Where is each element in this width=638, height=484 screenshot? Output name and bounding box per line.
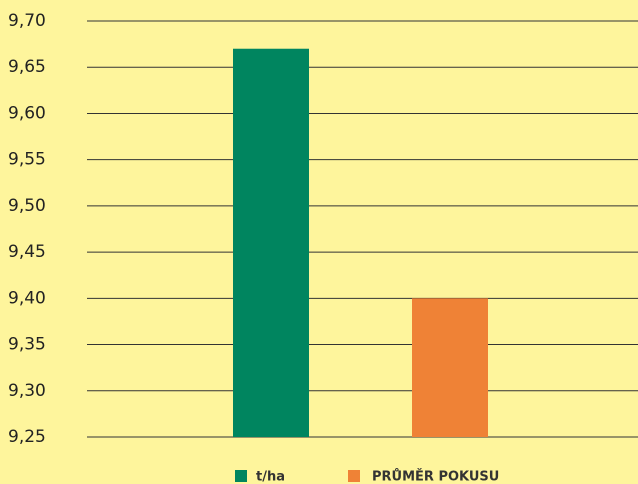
bar xyxy=(412,298,488,437)
y-tick-label: 9,60 xyxy=(8,103,46,123)
bar xyxy=(233,48,309,437)
y-tick-label: 9,70 xyxy=(8,11,46,31)
y-tick-label: 9,45 xyxy=(8,242,46,262)
y-tick-label: 9,35 xyxy=(8,335,46,355)
y-tick-label: 9,25 xyxy=(8,427,46,447)
y-tick-label: 9,30 xyxy=(8,381,46,401)
legend-label: t/ha xyxy=(256,470,285,484)
legend-swatch xyxy=(235,470,247,482)
legend-swatch xyxy=(348,470,360,482)
y-tick-label: 9,55 xyxy=(8,150,46,170)
y-tick-label: 9,40 xyxy=(8,288,46,308)
y-tick-label: 9,50 xyxy=(8,196,46,216)
y-tick-label: 9,65 xyxy=(8,57,46,77)
legend-label: PRŮMĚR POKUSU xyxy=(372,469,499,484)
